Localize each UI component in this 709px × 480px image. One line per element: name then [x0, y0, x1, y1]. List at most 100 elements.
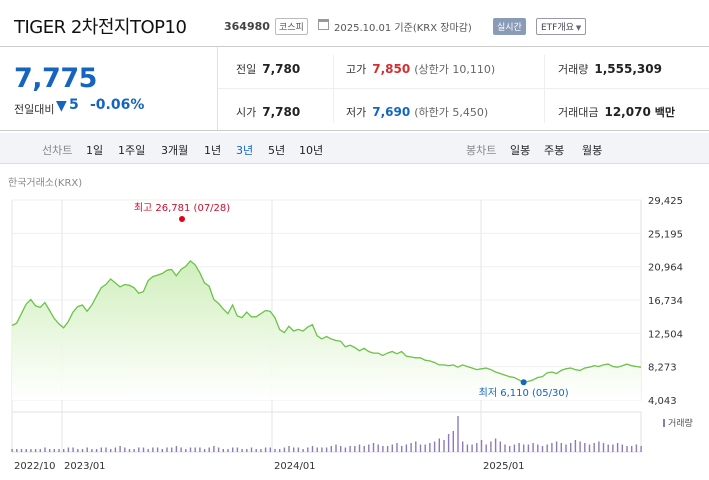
volume-bar: [368, 444, 370, 452]
volume-bar: [598, 441, 600, 452]
tab-5year[interactable]: 5년: [268, 144, 286, 157]
volume-bar: [518, 443, 520, 452]
chart-source: 한국거래소(KRX): [8, 178, 83, 189]
volume-bar: [372, 443, 375, 452]
volume-bar: [236, 447, 239, 452]
price-area: [12, 260, 641, 400]
volume-bar: [574, 440, 577, 452]
tab-1day[interactable]: 1일: [86, 144, 104, 157]
tab-monthly-candle[interactable]: 월봉: [582, 144, 603, 157]
volume-bar: [133, 449, 135, 452]
volume-bar: [307, 447, 309, 452]
volume-legend: 거래량: [663, 416, 693, 429]
volume-bar: [260, 449, 262, 452]
volume-bar: [546, 444, 548, 452]
volume-bar: [63, 449, 65, 452]
high-price: 고가 7,850 (상한가 10,110): [346, 61, 495, 77]
volume-bar: [142, 447, 145, 452]
tab-1year[interactable]: 1년: [204, 144, 222, 157]
change-percent: -0.06%: [90, 97, 145, 113]
volume-bar: [555, 441, 558, 452]
volume-bar: [335, 444, 337, 452]
volume-bar: [570, 443, 572, 452]
low-price: 저가 7,690 (하한가 5,450): [346, 104, 488, 120]
quote-row-divider: [218, 88, 709, 89]
price-chart[interactable]: 29,425 25,195 20,964 16,734 12,504 8,273 4,043…: [0, 190, 709, 480]
tab-daily-candle[interactable]: 일봉: [510, 144, 531, 157]
volume-bar: [124, 447, 126, 452]
volume-bar: [410, 443, 412, 452]
volume-bar: [213, 446, 215, 452]
volume-bar: [44, 447, 46, 452]
volume-bar: [405, 444, 408, 452]
low-label: 저가: [346, 106, 367, 119]
volume-legend-label: 거래량: [668, 419, 693, 429]
chart-period-tabs: 선차트 1일 1주일 3개월 1년 3년 5년 10년 봉차트 일봉 주봉 월봉: [0, 133, 709, 164]
tab-1week[interactable]: 1주일: [118, 144, 146, 157]
volume-bar: [377, 444, 379, 452]
volume-bar: [72, 447, 74, 452]
high-label: 고가: [346, 63, 367, 76]
volume-bar: [53, 449, 55, 452]
volume-bar: [217, 447, 220, 452]
volume-bar: [490, 441, 492, 452]
volume-bar: [499, 441, 501, 452]
etf-info-label: ETF개요: [541, 23, 574, 33]
tab-3month[interactable]: 3개월: [161, 144, 189, 157]
volume-bar: [386, 446, 389, 452]
trade-value: 거래대금 12,070 백만: [558, 104, 675, 120]
volume-bar: [626, 446, 628, 452]
volume-bar: [203, 449, 206, 452]
volume-bar: [527, 444, 530, 452]
volume-bar: [640, 446, 642, 452]
low-value: 7,690: [372, 105, 411, 119]
volume-bar: [607, 444, 609, 452]
volume-bar: [39, 449, 41, 452]
quote-col-divider: [544, 55, 545, 123]
volume-bar: [293, 447, 295, 452]
high-annotation: 최고 26,781 (07/28): [134, 202, 230, 214]
volume-bar: [86, 447, 88, 452]
volume-bar: [91, 449, 93, 452]
line-chart-label: 선차트: [42, 144, 73, 157]
realtime-button[interactable]: 실시간: [493, 18, 526, 35]
volume-bar: [579, 441, 581, 452]
candle-chart-label: 봉차트: [466, 144, 497, 157]
prev-close-label: 전일: [236, 63, 257, 76]
quote-panel: 7,775 전일대비 ▼ 5 -0.06% 전일 7,780 고가 7,850 (상한…: [0, 46, 709, 131]
tab-10year[interactable]: 10년: [299, 144, 324, 157]
as-of-date: 2025.10.01 기준(KRX 장마감): [334, 23, 472, 34]
volume-bar: [67, 447, 70, 452]
tab-weekly-candle[interactable]: 주봉: [544, 144, 565, 157]
volume-bar: [105, 447, 107, 452]
volume-bar: [344, 447, 347, 452]
volume-bar: [16, 449, 18, 452]
volume-bar: [358, 444, 361, 452]
volume-bar: [255, 449, 257, 452]
volume-bar: [452, 431, 454, 452]
volume-bar: [612, 444, 614, 452]
volume-bar: [241, 449, 243, 452]
x-tick-label: 2023/01: [64, 461, 106, 472]
open-value: 7,780: [262, 105, 301, 119]
volume-bar: [25, 449, 27, 452]
volume-bar: [396, 443, 398, 452]
volume-bar: [476, 443, 478, 452]
price-line: [11, 259, 642, 383]
volume-bar: [485, 444, 487, 452]
volume-bar: [274, 449, 276, 452]
trade-value-label: 거래대금: [558, 106, 599, 119]
volume-bar: [185, 449, 187, 452]
tab-3year[interactable]: 3년: [236, 144, 254, 157]
volume-bar: [138, 447, 140, 452]
volume-bar: [433, 441, 436, 452]
open-label: 시가: [236, 106, 257, 119]
volume-bar: [631, 446, 633, 452]
change-label: 전일대비: [14, 103, 55, 116]
volume-bar: [11, 449, 13, 452]
volume-bar: [264, 447, 267, 452]
etf-info-dropdown[interactable]: ETF개요 ▼: [536, 18, 587, 35]
lower-limit: (하한가 5,450): [414, 106, 489, 119]
volume-value: 1,555,309: [594, 62, 662, 76]
volume-bar: [466, 444, 469, 452]
